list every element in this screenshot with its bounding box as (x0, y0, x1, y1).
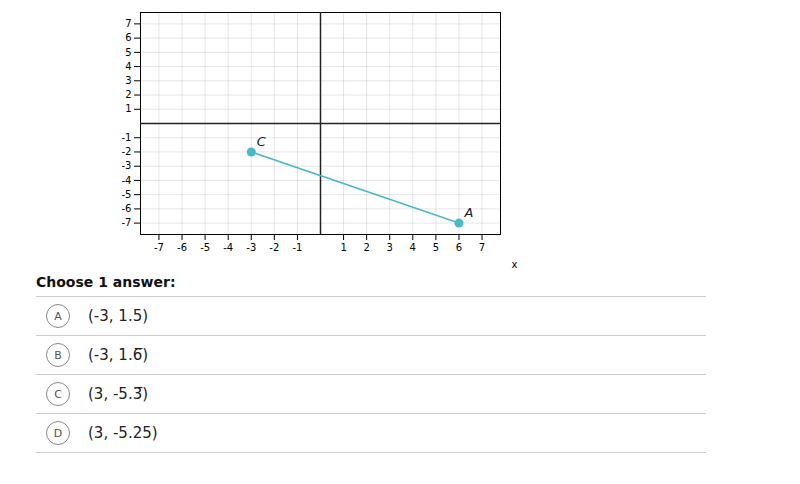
svg-text:-6: -6 (177, 242, 187, 253)
svg-text:x: x (512, 259, 518, 270)
svg-text:4: 4 (125, 61, 131, 72)
svg-text:-5: -5 (200, 242, 210, 253)
html-text:(-3, 1.6̅): (-3, 1.6̅) (88, 346, 149, 364)
svg-text:2: 2 (363, 242, 369, 253)
html-text:(3, -5.25): (3, -5.25) (88, 424, 158, 442)
html-text:D: D (53, 426, 63, 440)
svg-text:-7: -7 (122, 217, 132, 228)
html-text:(-3, 1.5): (-3, 1.5) (88, 307, 149, 325)
svg-text:-3: -3 (122, 160, 132, 171)
html-text:Choose 1 answer:: Choose 1 answer: (36, 274, 176, 290)
svg-text:5: 5 (125, 47, 131, 58)
html-text:C: C (54, 387, 62, 401)
svg-text:-1: -1 (292, 242, 302, 253)
html-text:A: A (54, 309, 62, 323)
svg-text:1: 1 (340, 242, 346, 253)
svg-text:6: 6 (125, 32, 131, 43)
svg-text:C: C (257, 134, 267, 149)
svg-text:-6: -6 (122, 203, 132, 214)
svg-text:-5: -5 (122, 189, 132, 200)
svg-text:-2: -2 (122, 146, 132, 157)
svg-text:-3: -3 (246, 242, 256, 253)
html-text:B: B (54, 348, 62, 362)
svg-text:7: 7 (479, 242, 485, 253)
svg-text:3: 3 (125, 75, 131, 86)
svg-text:7: 7 (125, 18, 131, 29)
html-text:(3, -5.3̅): (3, -5.3̅) (88, 385, 149, 403)
svg-text:2: 2 (125, 89, 131, 100)
svg-text:A: A (464, 205, 474, 220)
svg-text:4: 4 (410, 242, 416, 253)
svg-text:-1: -1 (122, 132, 132, 143)
svg-text:5: 5 (433, 242, 439, 253)
svg-text:3: 3 (387, 242, 393, 253)
svg-text:-7: -7 (154, 242, 164, 253)
svg-text:1: 1 (125, 103, 131, 114)
svg-text:-4: -4 (223, 242, 233, 253)
svg-text:6: 6 (456, 242, 462, 253)
svg-text:-4: -4 (122, 175, 132, 186)
svg-text:-2: -2 (269, 242, 279, 253)
